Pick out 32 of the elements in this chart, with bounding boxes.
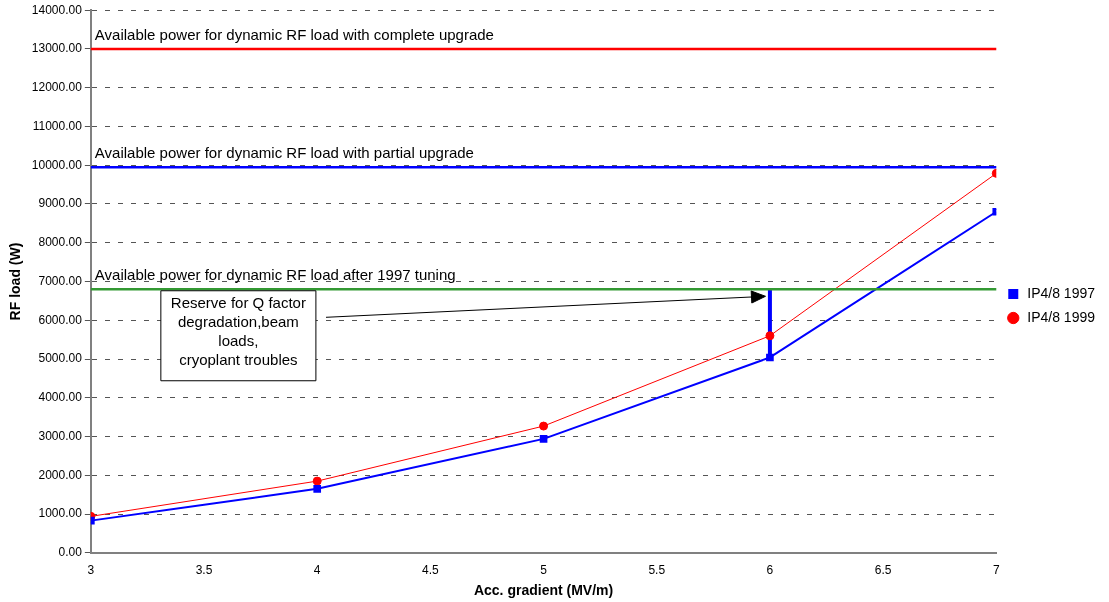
x-tick-label: 5 xyxy=(540,563,548,578)
x-tick-label: 3 xyxy=(87,563,95,578)
y-tick-label: 0.00 xyxy=(58,545,83,560)
y-tick-label: 1000.00 xyxy=(38,506,83,521)
x-tick-label: 5.5 xyxy=(648,563,666,578)
ref-line-label: Available power for dynamic RF load with complete upgrade xyxy=(94,25,494,43)
y-tick-label: 12000.00 xyxy=(31,80,83,95)
x-tick-label: 3.5 xyxy=(195,563,213,578)
y-tick-label: 9000.00 xyxy=(38,196,83,211)
legend-label: IP4/8 1997 xyxy=(1027,284,1096,301)
y-tick-label: 4000.00 xyxy=(38,390,83,405)
y-tick-label: 3000.00 xyxy=(38,428,83,443)
x-tick-label: 4.5 xyxy=(422,563,440,578)
legend-label: IP4/8 1999 xyxy=(1027,308,1096,325)
y-tick-label: 5000.00 xyxy=(38,351,83,366)
y-tick-label: 11000.00 xyxy=(32,118,83,133)
x-tick-label: 6.5 xyxy=(874,563,892,578)
y-axis-title: RF load (W) xyxy=(7,242,24,321)
ref-line-label: Available power for dynamic RF load after 1997 tuning xyxy=(94,265,456,283)
x-tick-label: 7 xyxy=(992,563,1000,578)
ref-line-label: Available power for dynamic RF load with partial upgrade xyxy=(94,143,474,161)
y-tick-label: 13000.00 xyxy=(31,41,83,56)
y-tick-label: 2000.00 xyxy=(38,467,83,482)
y-tick-label: 6000.00 xyxy=(38,312,83,327)
x-tick-label: 4 xyxy=(313,563,321,578)
x-axis-title: Acc. gradient (MV/m) xyxy=(473,582,614,599)
x-tick-label: 6 xyxy=(766,563,774,578)
y-tick-label: 7000.00 xyxy=(38,273,83,288)
annotation: Reserve for Q factor degradation,beam loads, cryoplant troubles xyxy=(170,294,306,369)
y-tick-label: 8000.00 xyxy=(38,235,83,250)
y-tick-label: 10000.00 xyxy=(31,157,83,172)
y-tick-label: 14000.00 xyxy=(31,2,83,17)
